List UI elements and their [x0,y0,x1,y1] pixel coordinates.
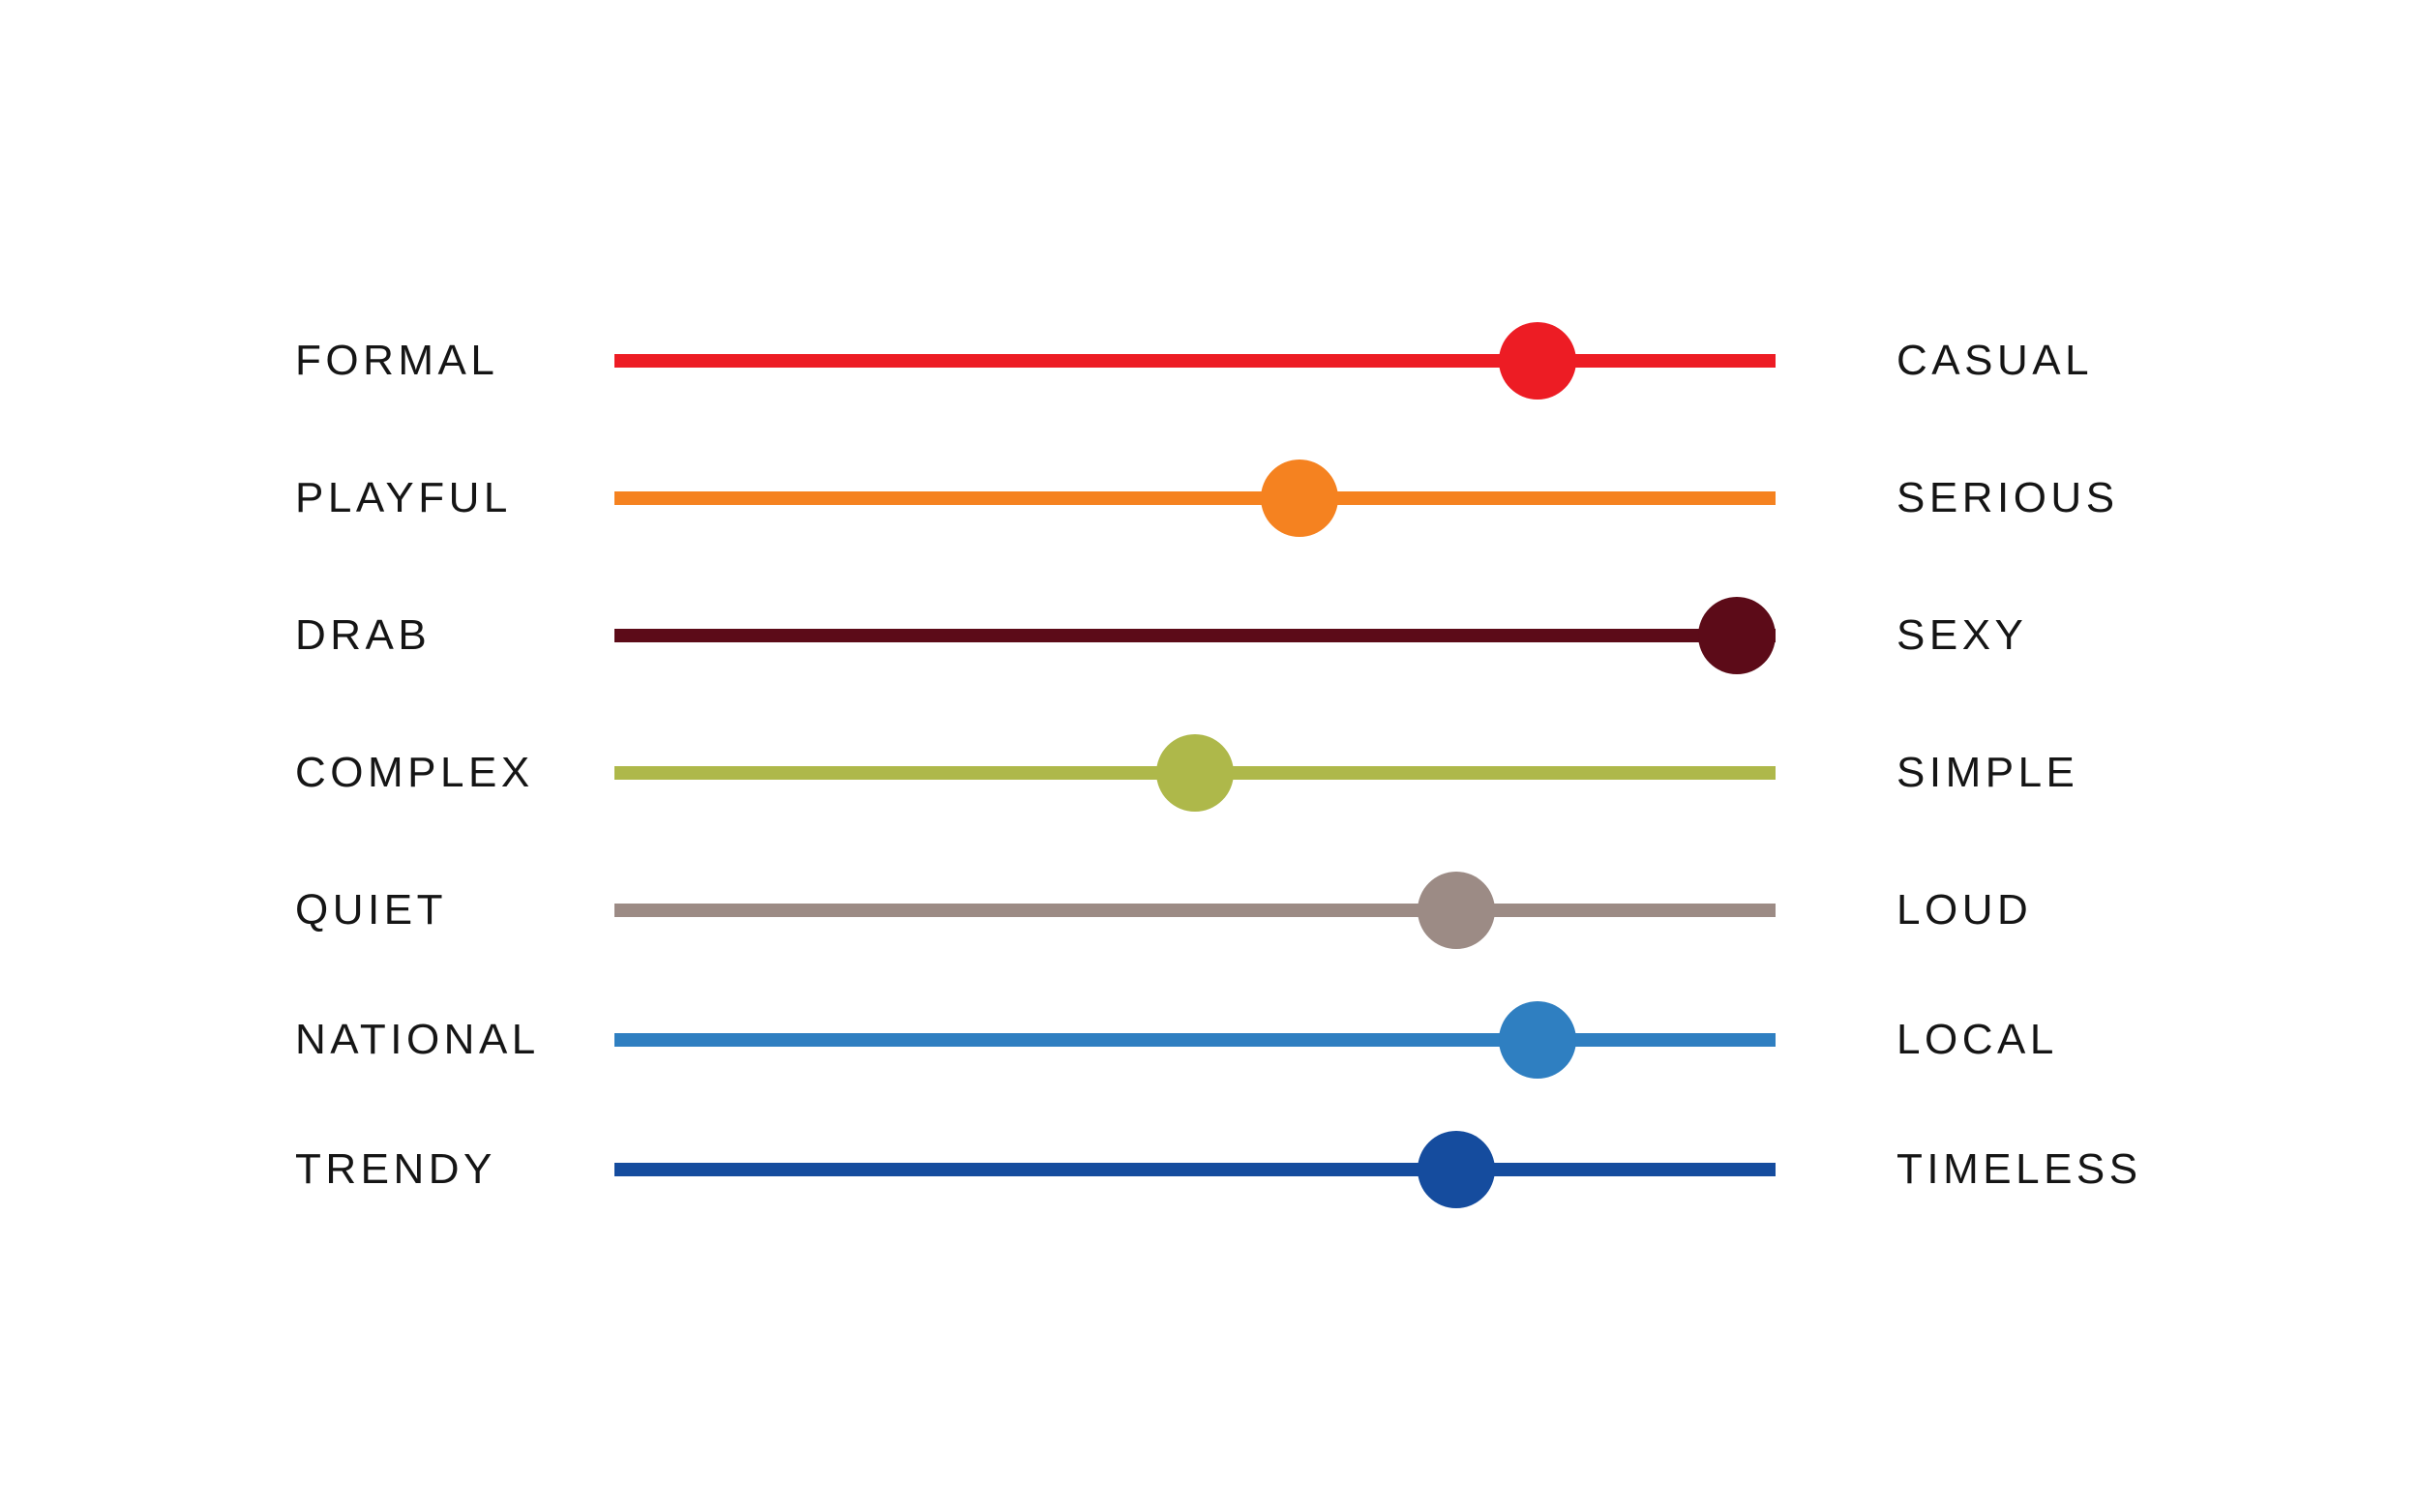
slider-track[interactable] [614,1163,1776,1176]
scale-left-label: NATIONAL [295,1016,540,1063]
slider-knob[interactable] [1261,460,1338,537]
scale-left-label: TRENDY [295,1145,496,1193]
scale-left-label: COMPLEX [295,749,534,796]
slider-track[interactable] [614,1033,1776,1047]
slider-track[interactable] [614,491,1776,505]
scale-right-label: SIMPLE [1896,749,2079,796]
slider-knob[interactable] [1418,872,1495,949]
slider-knob[interactable] [1499,322,1576,400]
scale-right-label: LOUD [1896,886,2033,934]
scale-right-label: LOCAL [1896,1016,2058,1063]
slider-track[interactable] [614,629,1776,642]
scale-right-label: SEXY [1896,611,2028,659]
scale-right-label: CASUAL [1896,337,2094,384]
slider-knob[interactable] [1698,597,1777,674]
scale-left-label: FORMAL [295,337,499,384]
slider-track[interactable] [614,354,1776,368]
scale-right-label: TIMELESS [1896,1145,2142,1193]
scale-right-label: SERIOUS [1896,474,2119,521]
slider-knob[interactable] [1418,1131,1495,1208]
scale-left-label: QUIET [295,886,447,934]
slider-knob[interactable] [1499,1001,1576,1079]
slider-track[interactable] [614,904,1776,917]
slider-knob[interactable] [1156,734,1234,812]
scale-left-label: PLAYFUL [295,474,512,521]
scale-left-label: DRAB [295,611,432,659]
